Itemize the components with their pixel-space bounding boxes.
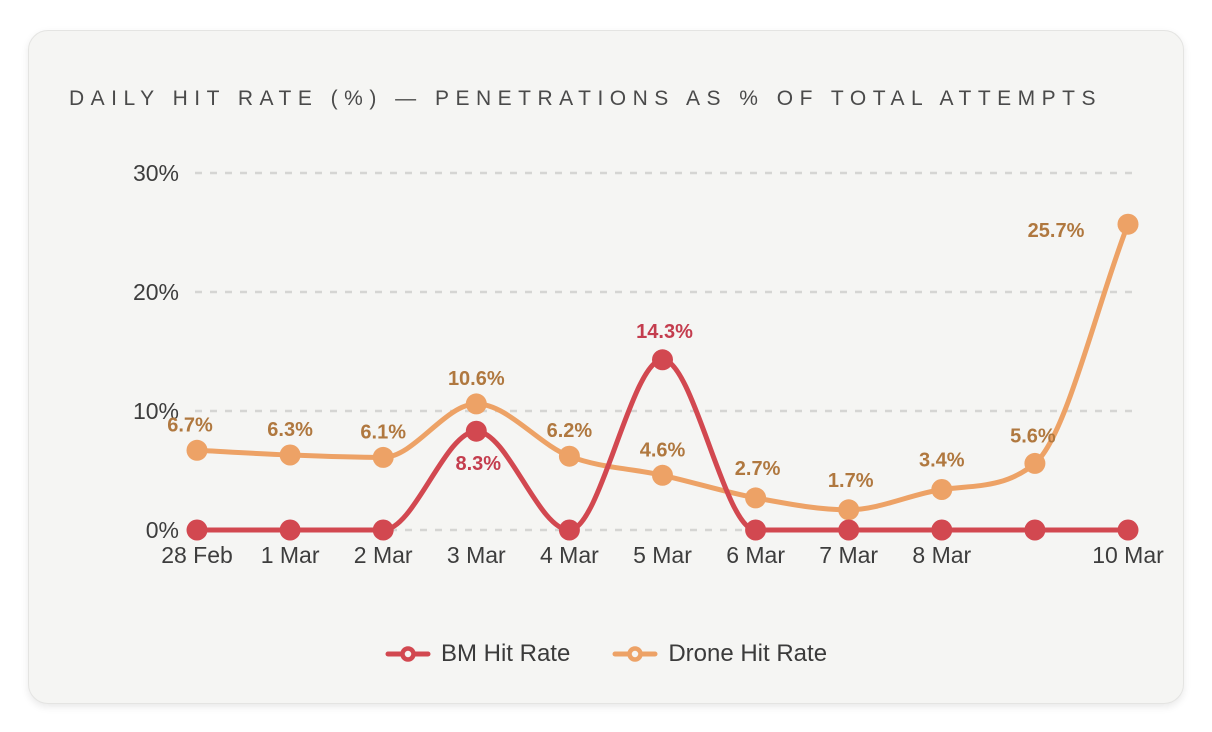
bm-point[interactable]	[279, 519, 301, 541]
bm-point[interactable]	[745, 519, 767, 541]
chart-card: DAILY HIT RATE (%) — PENETRATIONS AS % O…	[28, 30, 1184, 704]
y-tick-label: 10%	[133, 398, 179, 424]
drone-legend-label: Drone Hit Rate	[668, 640, 828, 667]
drone-data-label: 2.7%	[735, 458, 781, 480]
drone-data-label: 6.1%	[360, 421, 406, 443]
x-tick-label: 8 Mar	[912, 542, 971, 568]
drone-point[interactable]	[372, 446, 394, 468]
bm-point[interactable]	[372, 519, 394, 541]
drone-point[interactable]	[931, 479, 953, 500]
drone-point[interactable]	[1117, 213, 1139, 235]
x-tick-label: 10 Mar	[1092, 542, 1164, 568]
x-tick-label: 2 Mar	[354, 542, 413, 568]
x-tick-label: 28 Feb	[161, 542, 233, 568]
hit-rate-chart: 0% 10% 20% 30% 28 Feb 1 Mar 2 Mar 3 Mar 4 Mar 5 M…	[133, 160, 1164, 568]
drone-data-label: 10.6%	[448, 368, 505, 390]
drone-data-label: 4.6%	[640, 439, 686, 461]
drone-point[interactable]	[1024, 452, 1046, 474]
bm-legend-label: BM Hit Rate	[440, 640, 571, 667]
y-tick-label: 0%	[146, 517, 179, 543]
bm-point[interactable]	[838, 519, 860, 541]
bm-point[interactable]	[931, 519, 953, 541]
drone-data-label: 1.7%	[828, 470, 874, 492]
bm-legend-ring	[400, 646, 416, 662]
bm-point[interactable]	[652, 349, 673, 371]
drone-line	[194, 221, 1131, 513]
bm-legend-marker-icon	[385, 646, 431, 662]
chart-title: DAILY HIT RATE (%) — PENETRATIONS AS % O…	[69, 87, 1103, 110]
x-tick-label: 3 Mar	[447, 542, 506, 568]
legend: BM Hit Rate Drone Hit Rate	[29, 636, 1183, 672]
x-tick-label: 1 Mar	[261, 542, 320, 568]
drone-data-label: 3.4%	[919, 450, 965, 472]
drone-legend-marker-icon	[612, 646, 658, 662]
legend-item-bm[interactable]: BM Hit Rate	[385, 640, 570, 668]
drone-point[interactable]	[652, 464, 673, 486]
drone-data-label: 6.7%	[167, 414, 213, 436]
bm-point[interactable]	[465, 420, 487, 442]
drone-point[interactable]	[745, 487, 767, 509]
x-tick-label: 5 Mar	[633, 542, 692, 568]
bm-point[interactable]	[558, 519, 580, 541]
x-tick-label: 4 Mar	[540, 542, 599, 568]
drone-data-label: 6.2%	[547, 420, 593, 442]
legend-item-drone[interactable]: Drone Hit Rate	[612, 640, 827, 668]
drone-point[interactable]	[558, 445, 580, 467]
drone-point[interactable]	[838, 499, 860, 521]
bm-data-label: 8.3%	[456, 453, 502, 475]
bm-data-label: 14.3%	[636, 321, 693, 343]
bm-point[interactable]	[1024, 519, 1046, 541]
x-tick-label: 6 Mar	[726, 542, 785, 568]
drone-data-label: 25.7%	[1028, 220, 1085, 242]
drone-point[interactable]	[279, 444, 301, 466]
drone-legend-ring	[627, 646, 644, 662]
bm-point[interactable]	[186, 519, 208, 541]
x-tick-label: 7 Mar	[819, 542, 878, 568]
drone-data-label: 6.3%	[267, 419, 313, 441]
bm-point[interactable]	[1117, 519, 1139, 541]
drone-point[interactable]	[465, 393, 487, 415]
y-tick-label: 20%	[133, 279, 179, 305]
drone-point[interactable]	[186, 439, 208, 461]
y-tick-label: 30%	[133, 160, 179, 186]
drone-data-label: 5.6%	[1010, 425, 1056, 447]
